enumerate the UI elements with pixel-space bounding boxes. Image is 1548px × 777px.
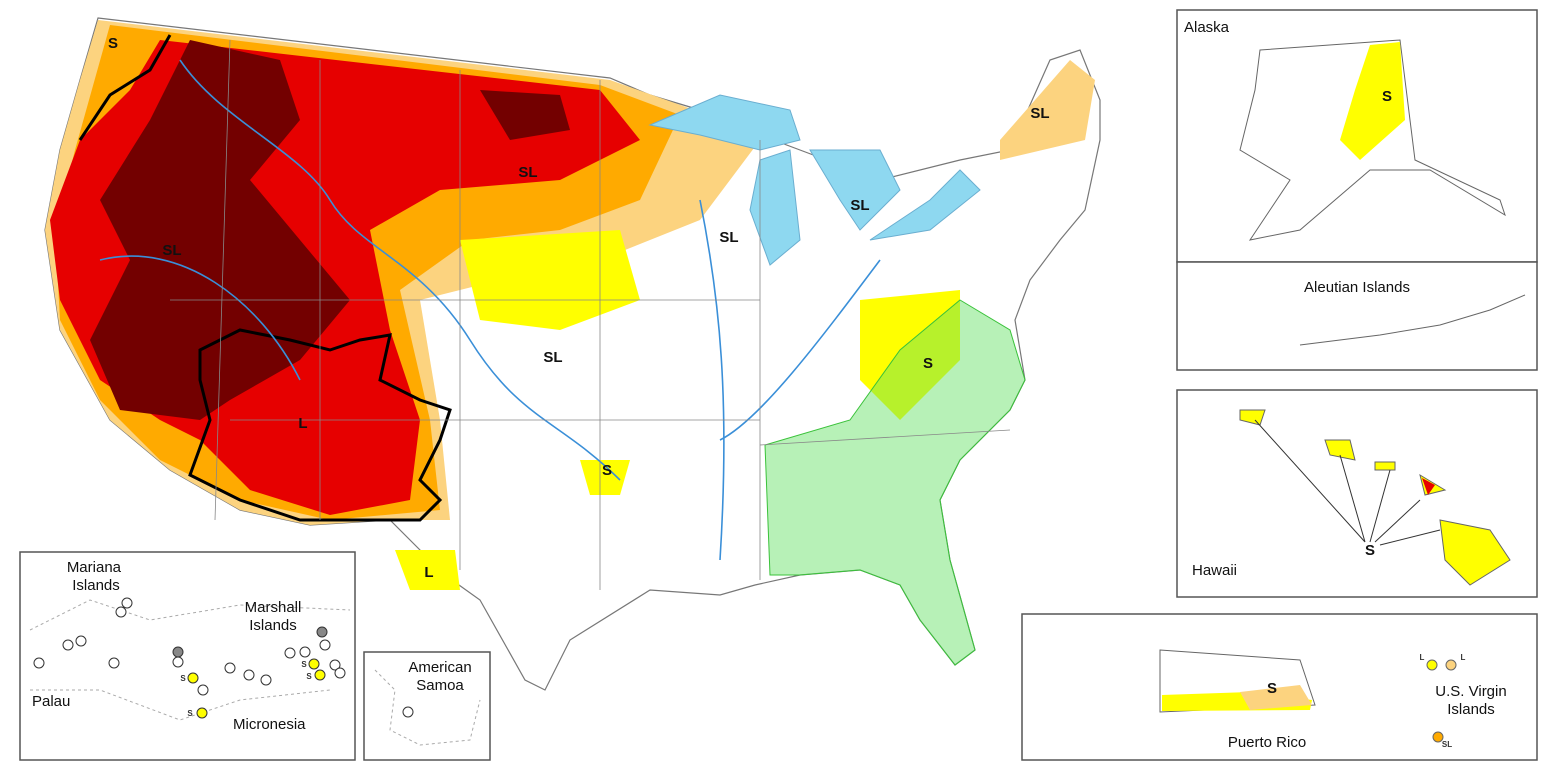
map-labels: S SL SL SL SL SL SL S L S L [108,35,1050,581]
pacific-outline [29,599,351,721]
region-label-line: Islands [72,577,120,594]
island-marker [316,626,328,638]
impact-label: L [424,564,433,581]
island-marker [329,659,341,671]
leader-lines [1254,419,1441,546]
region-label: Marshall Islands [245,599,302,634]
impact-label: S [1382,88,1392,105]
island-marker [319,639,331,651]
island-marker [172,656,184,668]
aleutian-outline [1299,294,1526,346]
impact-label: L [298,415,307,432]
island-marker [260,674,272,686]
island-marker [196,707,208,719]
inset-title: American Samoa [408,659,471,694]
drought-d3 [1422,478,1435,495]
drought-d0 [580,460,630,495]
impact-label: SL [518,164,537,181]
label-line: Islands [249,617,297,634]
impact-label: S [923,355,933,372]
impact-label: L [1420,653,1425,662]
island-marker [197,684,209,696]
impact-label: SL [543,349,562,366]
label-line: Islands [1447,701,1495,718]
label-line: American [408,659,471,676]
inset-title: Puerto Rico [1228,734,1306,751]
drought-d4 [480,90,570,140]
inset-title: Hawaii [1192,562,1237,579]
inset-title: Aleutian Islands [1304,279,1410,296]
island-marker [284,647,296,659]
island-marker [172,646,184,658]
drought-d0 [395,550,460,590]
impact-label: S [108,35,118,52]
island-marker [299,646,311,658]
island-marker [115,606,127,618]
region-label: Mariana Islands [67,559,125,594]
inset-box [363,651,491,761]
impact-label: L [1461,653,1466,662]
impact-label: S [1267,680,1277,697]
island-marker [224,662,236,674]
drought-d1 [1000,60,1095,160]
drought-d0 [1340,42,1405,160]
island-marker [62,639,74,651]
impact-label: SL [850,197,869,214]
inset-box [19,551,356,761]
hawaii-islands [1239,409,1511,586]
impact-label: S [301,660,307,669]
drought-d0 [860,290,960,420]
island-marker [1445,659,1457,671]
island-marker [334,667,346,679]
island-marker [1432,731,1444,743]
samoa-outline [374,669,481,746]
drought-d4 [90,40,350,420]
island-marker [121,597,133,609]
region-label-line: Mariana [67,559,122,576]
impact-area-green [764,299,1026,666]
great-lakes [648,94,981,266]
island-marker [108,657,120,669]
boundary-line [188,328,452,522]
island-marker [314,669,326,681]
island-marker [402,706,414,718]
region-label: Micronesia [233,716,306,733]
label-line: U.S. Virgin [1435,683,1506,700]
island-marker [33,657,45,669]
impact-label: SL [162,242,181,259]
impact-label: S [602,462,612,479]
label-line: Samoa [416,677,464,694]
drought-d0 [460,230,640,330]
label-line: Marshall [245,599,302,616]
inset-box [1176,261,1538,371]
island-marker [187,672,199,684]
island-marker [308,658,320,670]
island-marker [243,669,255,681]
impact-label: SL [1030,105,1049,122]
inset-title: Alaska [1184,19,1230,36]
region-label: Palau [32,693,70,710]
impact-label: SL [719,229,738,246]
impact-label: S [187,709,193,718]
impact-label: S [306,672,312,681]
boundary-line [78,34,172,141]
inset-title: U.S. Virgin Islands [1435,683,1506,718]
river [99,59,881,561]
impact-label: S [1365,542,1375,559]
state-borders [170,39,1011,590]
drought-d1 [1240,685,1312,710]
island-marker [75,635,87,647]
impact-label: SL [1442,740,1452,749]
impact-label: S [180,674,186,683]
island-marker [1426,659,1438,671]
